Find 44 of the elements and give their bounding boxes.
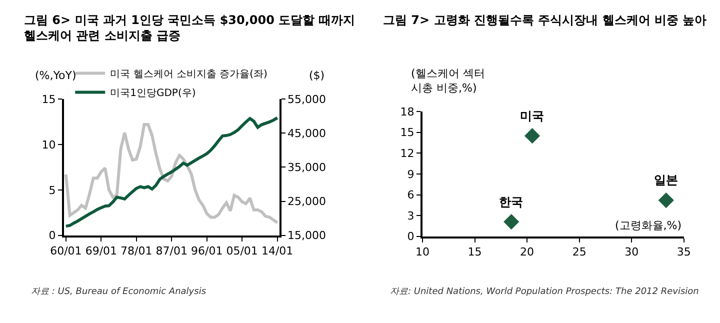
text: 자료: United Nations, World Population Prospects: The 2012 Revision [390, 287, 700, 297]
x-tick-label: 25 [572, 246, 586, 259]
y-axis-title: (헬스케어 섹터 시총 비중,%) [411, 67, 485, 94]
y-tick-label: 6 [407, 188, 414, 202]
x-tick-label: 20 [520, 246, 534, 259]
x-tick-label: 05/01 [226, 244, 258, 258]
y2-tick-label: 25,000 [287, 195, 326, 208]
y-tick-label: 5 [48, 184, 56, 197]
y-tick-label: 15 [400, 126, 414, 140]
x-tick-label: 30 [624, 246, 639, 259]
text: 자료 : US, Bureau of Economic Analysis [31, 287, 206, 297]
y-axis-title: (%,YoY) [35, 69, 76, 82]
point [504, 214, 520, 230]
y2-tick-label: 55,000 [287, 92, 326, 106]
y2-tick-label: 45,000 [287, 127, 326, 140]
x-tick-label: 78/01 [120, 244, 152, 258]
y-tick-label: 10 [42, 138, 56, 152]
y-tick-label: 0 [48, 229, 56, 242]
x-tick-label: 96/01 [190, 244, 223, 258]
point [658, 192, 674, 208]
legend-label: 미국1인당GDP(우) [110, 88, 196, 100]
x-tick-label: 15 [468, 246, 482, 259]
x-tick-label: 87/01 [156, 244, 188, 258]
y-tick-label: 0 [407, 230, 414, 244]
legend-label: 미국 헬스케어 소비지출 증가율(좌) [110, 69, 268, 80]
annotation: 미국 [520, 109, 544, 123]
x-tick-label: 35 [676, 246, 691, 259]
y2-tick-label: 35,000 [287, 161, 326, 174]
x-tick-label: 14/01 [261, 244, 294, 258]
annotation: 한국 [499, 195, 523, 209]
y2-tick-label: 15,000 [287, 229, 326, 242]
chart-title: 그림 7> 고령화 진행될수록 주식시장내 헬스케어 비중 높아 [383, 13, 707, 27]
y-tick-label: 3 [407, 209, 414, 222]
y-tick-label: 12 [400, 147, 414, 160]
x-axis-title: (고령화율,%) [615, 219, 682, 232]
x-tick-label: 60/01 [50, 244, 82, 258]
y-tick-label: 9 [407, 168, 414, 181]
y-tick-label: 18 [400, 105, 414, 118]
point [524, 128, 540, 144]
y-tick-label: 15 [42, 92, 56, 106]
annotation: 일본 [654, 173, 678, 187]
chart-title: 그림 6> 미국 과거 1인당 국민소득 $30,000 도달할 때까지 헬스케어 관련 소비지출 급증 [24, 13, 355, 43]
y2-axis-title: ($) [309, 69, 325, 82]
x-tick-label: 69/01 [85, 244, 118, 258]
